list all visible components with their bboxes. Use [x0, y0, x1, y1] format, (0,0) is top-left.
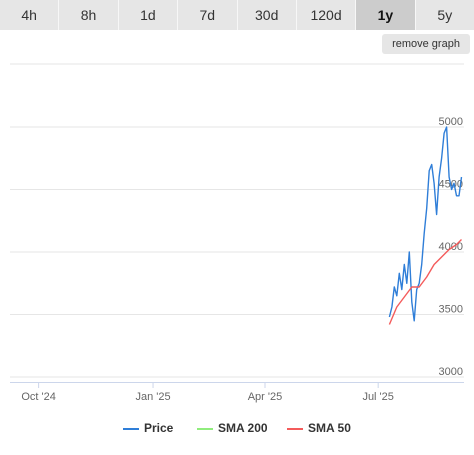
legend-label: SMA 50 [308, 421, 351, 435]
tab-30d[interactable]: 30d [237, 0, 297, 30]
y-tick-label: 3000 [439, 366, 463, 378]
legend-label: Price [144, 421, 174, 435]
tab-120d[interactable]: 120d [296, 0, 357, 30]
legend-swatch [123, 428, 139, 430]
y-tick-label: 3500 [439, 304, 463, 316]
series-line-price [388, 126, 463, 322]
remove-graph-button[interactable]: remove graph [382, 34, 470, 54]
legend-swatch [197, 428, 213, 430]
legend-label: SMA 200 [218, 421, 268, 435]
legend-swatch [287, 428, 303, 430]
tab-5y[interactable]: 5y [415, 0, 474, 30]
y-tick-label: 4000 [439, 241, 463, 253]
x-tick-label: Oct '24 [21, 391, 56, 403]
x-tick-label: Apr '25 [248, 391, 283, 403]
chart-legend: Price SMA 200 SMA 50 [0, 420, 474, 438]
tab-7d[interactable]: 7d [178, 0, 238, 30]
range-tabs: 4h 8h 1d 7d 30d 120d 1y 5y [0, 0, 474, 30]
grid-lines [10, 63, 464, 378]
x-tick-label: Jul '25 [362, 391, 393, 403]
x-tick-label: Jan '25 [135, 391, 170, 403]
y-tick-label: 5000 [439, 116, 463, 128]
series-line-sma-50 [388, 239, 462, 325]
tab-4h[interactable]: 4h [0, 0, 60, 30]
tab-1y[interactable]: 1y [356, 0, 416, 30]
series-lines [388, 126, 463, 325]
tab-1d[interactable]: 1d [118, 0, 179, 30]
x-axis-ticks: Oct '24 Jan '25 Apr '25 Jul '25 [10, 382, 464, 403]
tab-8h[interactable]: 8h [59, 0, 119, 30]
